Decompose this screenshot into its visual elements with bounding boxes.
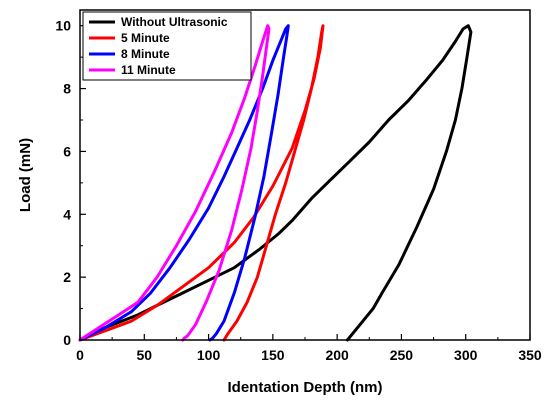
y-tick-label: 0 [63,332,71,348]
series-line-3 [78,24,290,342]
x-tick-label: 300 [454,347,478,363]
series-layer [78,24,473,342]
y-tick-label: 4 [63,206,71,222]
series-line-4 [78,24,271,342]
y-tick-label: 2 [63,269,71,285]
y-tick-label: 6 [63,143,71,159]
ticks-layer: 0 50 100 150 200 250 300 350 0 2 4 6 8 10 [55,18,541,363]
legend-label: Without Ultrasonic [121,15,228,29]
y-axis-title: Load (mN) [17,138,34,212]
x-tick-label: 250 [390,347,414,363]
x-tick-label: 100 [197,347,221,363]
series-line-1 [78,24,473,342]
legend-label: 5 Minute [121,31,170,45]
x-tick-label: 150 [261,347,285,363]
y-tick-label: 8 [63,81,71,97]
legend: Without Ultrasonic 5 Minute 8 Minute 11 Min… [82,11,252,81]
series-line-2 [78,24,325,342]
y-tick-label: 10 [55,18,71,34]
x-tick-label: 0 [76,347,84,363]
legend-label: 8 Minute [121,47,170,61]
x-tick-label: 200 [325,347,349,363]
x-tick-label: 350 [518,347,542,363]
x-tick-label: 50 [136,347,152,363]
x-axis-title: Identation Depth (nm) [228,379,383,396]
legend-label: 11 Minute [121,63,176,77]
